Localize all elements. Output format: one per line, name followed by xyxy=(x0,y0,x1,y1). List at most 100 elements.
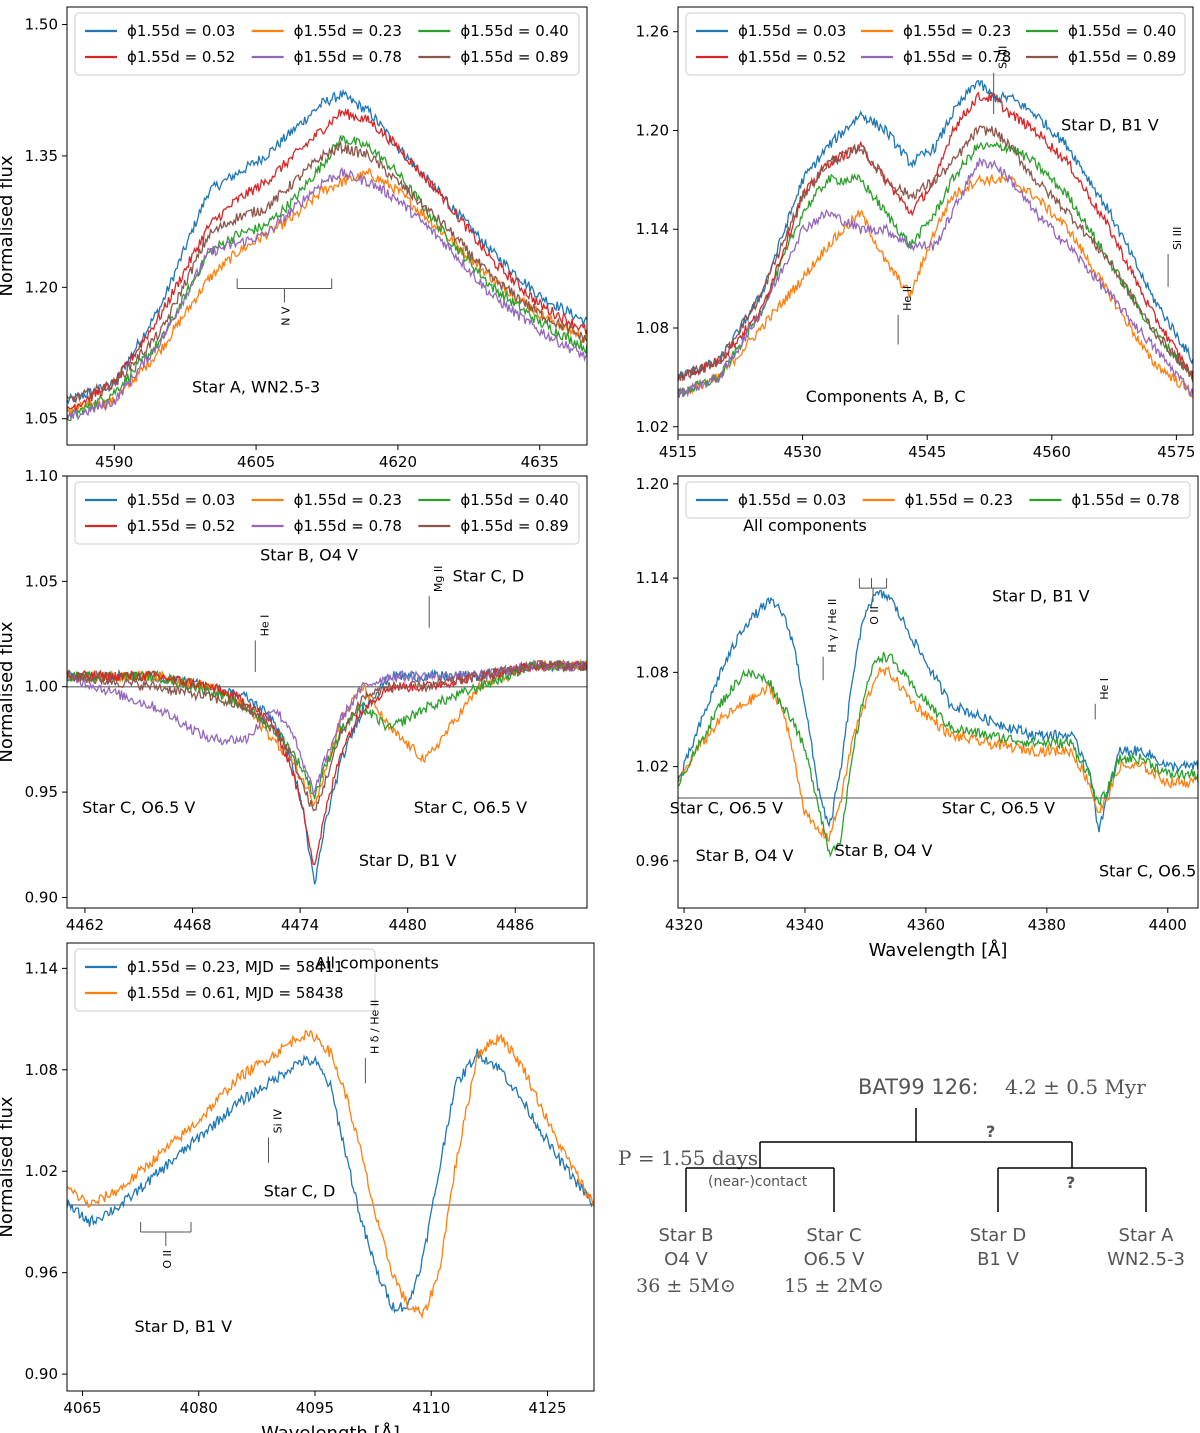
line-marker-label: H δ / He II xyxy=(368,1000,381,1054)
evolution-tree: BAT99 126: 4.2 ± 0.5 Myr ? P = 1.55 days… xyxy=(618,1075,1185,1297)
x-tick-label: 4468 xyxy=(173,916,211,934)
series-line-s003 xyxy=(678,589,1198,833)
x-tick-label: 4560 xyxy=(1033,443,1071,461)
series-line-s040 xyxy=(67,660,587,800)
legend-box xyxy=(74,948,376,1012)
series-line-s089 xyxy=(67,659,587,812)
line-marker-label: Si III xyxy=(1171,227,1184,250)
x-tick-label: 4080 xyxy=(180,1399,218,1417)
legend-label: ϕ1.55d = 0.52 xyxy=(738,48,846,66)
legend-label: ϕ1.55d = 0.23 xyxy=(294,22,402,40)
x-tick-label: 4380 xyxy=(1028,916,1066,934)
plot-frame xyxy=(677,6,1194,436)
series-line-s089 xyxy=(678,125,1193,383)
legend-label: ϕ1.55d = 0.23 xyxy=(294,491,402,509)
y-tick-label: 1.14 xyxy=(25,959,58,977)
series-line-s023 xyxy=(67,167,587,416)
y-tick-label: 0.96 xyxy=(636,852,669,870)
series-line-s040 xyxy=(678,141,1193,398)
y-tick-label: 0.95 xyxy=(25,783,58,801)
legend-label: ϕ1.55d = 0.78 xyxy=(1071,491,1179,509)
annotation: Star B, O4 V xyxy=(835,841,933,860)
y-tick-label: 1.20 xyxy=(636,121,669,139)
series-line-s078 xyxy=(67,166,587,421)
y-tick-label: 1.02 xyxy=(636,758,669,776)
legend-label: ϕ1.55d = 0.61, MJD = 58438 xyxy=(127,984,344,1002)
line-marker-label: Si III xyxy=(997,46,1010,69)
annotation: Star B, O4 V xyxy=(696,846,794,865)
legend-label: ϕ1.55d = 0.03 xyxy=(127,491,235,509)
legend-label: ϕ1.55d = 0.89 xyxy=(460,517,568,535)
leaf-star-d-name: Star D xyxy=(970,1225,1027,1246)
legend-box xyxy=(685,481,1191,519)
line-marker-label: He II xyxy=(901,286,914,311)
plot-frame xyxy=(66,6,588,446)
annotation: All components xyxy=(315,953,439,972)
y-tick-label: 1.02 xyxy=(636,418,669,436)
legend-label: ϕ1.55d = 0.40 xyxy=(1068,22,1176,40)
series-line-s040 xyxy=(67,134,587,422)
tree-age: 4.2 ± 0.5 Myr xyxy=(1005,1075,1146,1099)
x-tick-label: 4400 xyxy=(1149,916,1187,934)
line-marker-label: He I xyxy=(1098,678,1111,700)
legend-label: ϕ1.55d = 0.23 xyxy=(903,22,1011,40)
y-tick-label: 1.14 xyxy=(636,569,669,587)
leaf-star-c-name: Star C xyxy=(806,1225,861,1246)
series-line-s003 xyxy=(678,80,1193,380)
panel-3: 4462 4468 4474 4480 4486 0.90 0.95 1.00 1.05 1.10… xyxy=(0,467,588,934)
y-axis-label: Normalised flux xyxy=(0,621,17,762)
legend-label: ϕ1.55d = 0.40 xyxy=(460,491,568,509)
annotation: Star C, O6.5 V xyxy=(82,798,195,817)
x-tick-label: 4486 xyxy=(496,916,534,934)
y-tick-label: 1.08 xyxy=(636,663,669,681)
series-line-s003 xyxy=(67,88,587,405)
y-tick-label: 1.08 xyxy=(25,1061,58,1079)
x-tick-label: 4620 xyxy=(379,453,417,471)
series-line-s089 xyxy=(67,140,587,404)
x-axis-label: Wavelength [Å] xyxy=(261,1422,400,1433)
x-tick-label: 4530 xyxy=(784,443,822,461)
series-line-s023 xyxy=(678,172,1193,399)
annotation: Star A, WN2.5-3 xyxy=(192,377,320,396)
x-tick-label: 4110 xyxy=(412,1399,450,1417)
legend-label: ϕ1.55d = 0.03 xyxy=(127,22,235,40)
line-marker-label: Mg II xyxy=(432,566,445,592)
tree-question-1: ? xyxy=(986,1122,995,1141)
line-marker-label: O II xyxy=(868,606,881,625)
legend-label: ϕ1.55d = 0.03 xyxy=(738,491,846,509)
legend-box xyxy=(74,12,580,76)
leaf-star-b-type: O4 V xyxy=(664,1249,708,1270)
x-tick-label: 4320 xyxy=(665,916,703,934)
legend-label: ϕ1.55d = 0.78 xyxy=(294,517,402,535)
annotation: Star C, O6.5 V xyxy=(414,798,527,817)
series-line-s003 xyxy=(67,659,587,885)
leaf-star-b-mass: 36 ± 5M⊙ xyxy=(636,1275,736,1297)
legend-label: ϕ1.55d = 0.78 xyxy=(903,48,1011,66)
x-axis-label: Wavelength [Å] xyxy=(869,939,1008,961)
legend-box xyxy=(685,12,1186,76)
y-tick-label: 0.96 xyxy=(25,1264,58,1282)
panel-5: 4065 4080 4095 4110 4125 0.90 0.96 1.02 1.08 1.14… xyxy=(0,942,595,1433)
x-tick-label: 4474 xyxy=(281,916,319,934)
tree-root-label: BAT99 126: xyxy=(858,1075,979,1099)
x-tick-label: 4545 xyxy=(908,443,946,461)
plot-frame xyxy=(677,475,1199,909)
annotation: Star C, D xyxy=(453,566,525,585)
annotation: Star D, B1 V xyxy=(134,1317,232,1336)
legend-label: ϕ1.55d = 0.23 xyxy=(905,491,1013,509)
series-line-s061 xyxy=(67,1029,594,1320)
annotation: All components xyxy=(743,516,867,535)
legend-label: ϕ1.55d = 0.78 xyxy=(294,48,402,66)
tree-contact: (near-)contact xyxy=(708,1174,808,1190)
leaf-star-a-type: WN2.5-3 xyxy=(1107,1249,1185,1270)
x-tick-label: 4095 xyxy=(296,1399,334,1417)
legend-label: ϕ1.55d = 0.40 xyxy=(460,22,568,40)
x-tick-label: 4515 xyxy=(659,443,697,461)
leaf-star-c-type: O6.5 V xyxy=(804,1249,866,1270)
series-line-s023 xyxy=(678,666,1198,843)
y-axis-label: Normalised flux xyxy=(0,155,17,296)
y-tick-label: 1.26 xyxy=(636,23,669,41)
y-tick-label: 0.90 xyxy=(25,888,58,906)
plot-frame xyxy=(66,942,595,1392)
